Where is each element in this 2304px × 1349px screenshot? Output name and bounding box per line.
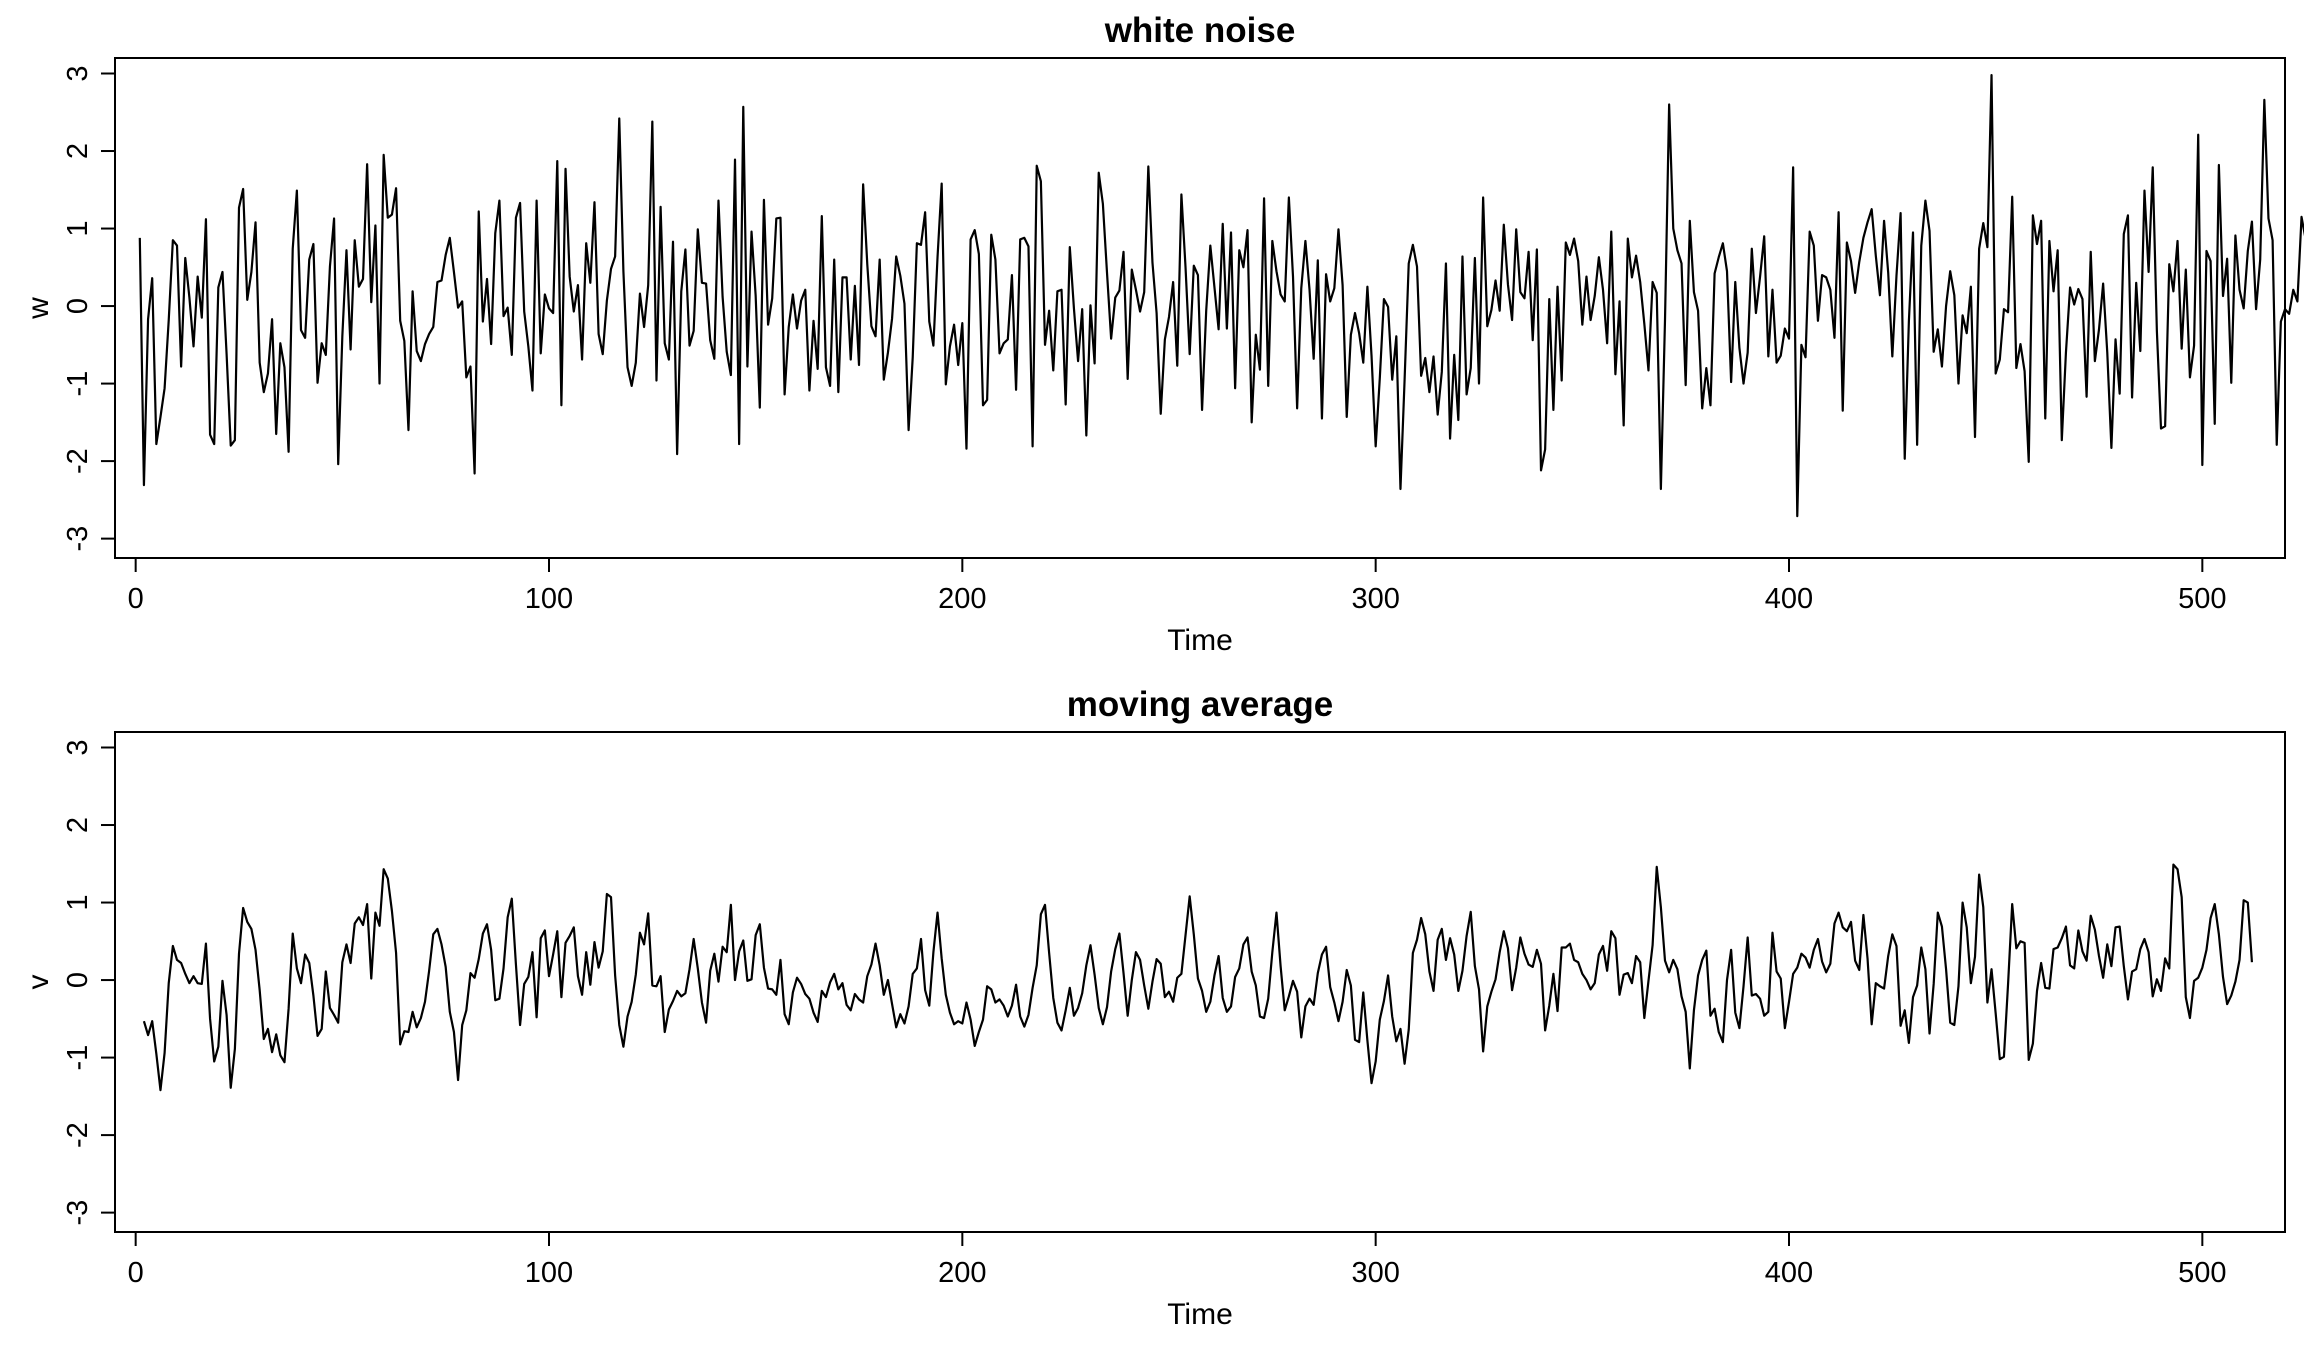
y-tick-label: -3 (62, 1200, 94, 1226)
x-tick-label: 200 (938, 1257, 986, 1289)
plot-frame (114, 731, 2286, 1233)
x-tick-label: 300 (1351, 1257, 1399, 1289)
x-tick-label: 500 (2178, 1257, 2226, 1289)
y-tick-label: -2 (62, 448, 94, 474)
chart-title: moving average (1067, 685, 1334, 724)
x-axis-label: Time (1167, 1298, 1233, 1331)
chart-title: white noise (1104, 11, 1296, 50)
x-axis: 0 100 200 300 400 500 (128, 1232, 2227, 1289)
y-tick-label: 2 (62, 143, 94, 159)
x-tick-label: 100 (525, 583, 573, 615)
y-axis-label: v (22, 975, 55, 990)
y-axis-label: w (22, 297, 55, 320)
x-axis-label: Time (1167, 624, 1233, 657)
x-tick-label: 300 (1351, 583, 1399, 615)
x-tick-label: 500 (2178, 583, 2226, 615)
y-axis: -3 -2 -1 0 1 2 3 (62, 65, 115, 552)
y-tick-label: 3 (62, 739, 94, 755)
y-tick-label: -2 (62, 1122, 94, 1148)
x-tick-label: 400 (1765, 1257, 1813, 1289)
y-tick-label: 0 (62, 972, 94, 988)
y-tick-label: 1 (62, 220, 94, 236)
y-tick-label: 3 (62, 65, 94, 81)
y-tick-label: 2 (62, 817, 94, 833)
panel-white-noise: white noise Time w 0 100 200 300 400 500 -3 -2… (22, 11, 2304, 657)
x-tick-label: 100 (525, 1257, 573, 1289)
y-tick-label: -1 (62, 1045, 94, 1071)
series-group (142, 863, 2254, 1092)
panel-moving-average: moving average Time v 0 100 200 300 400 500 -… (22, 685, 2286, 1331)
x-tick-label: 0 (128, 1257, 144, 1289)
y-tick-label: -3 (62, 526, 94, 552)
series-group (138, 73, 2304, 518)
x-tick-label: 400 (1765, 583, 1813, 615)
x-axis: 0 100 200 300 400 500 (128, 558, 2227, 615)
y-tick-label: 0 (62, 298, 94, 314)
x-tick-label: 0 (128, 583, 144, 615)
x-tick-label: 200 (938, 583, 986, 615)
y-tick-label: 1 (62, 894, 94, 910)
series-line (142, 863, 2254, 1092)
y-axis: -3 -2 -1 0 1 2 3 (62, 739, 115, 1226)
series-line (138, 73, 2304, 518)
y-tick-label: -1 (62, 371, 94, 397)
plot-frame (114, 57, 2286, 559)
